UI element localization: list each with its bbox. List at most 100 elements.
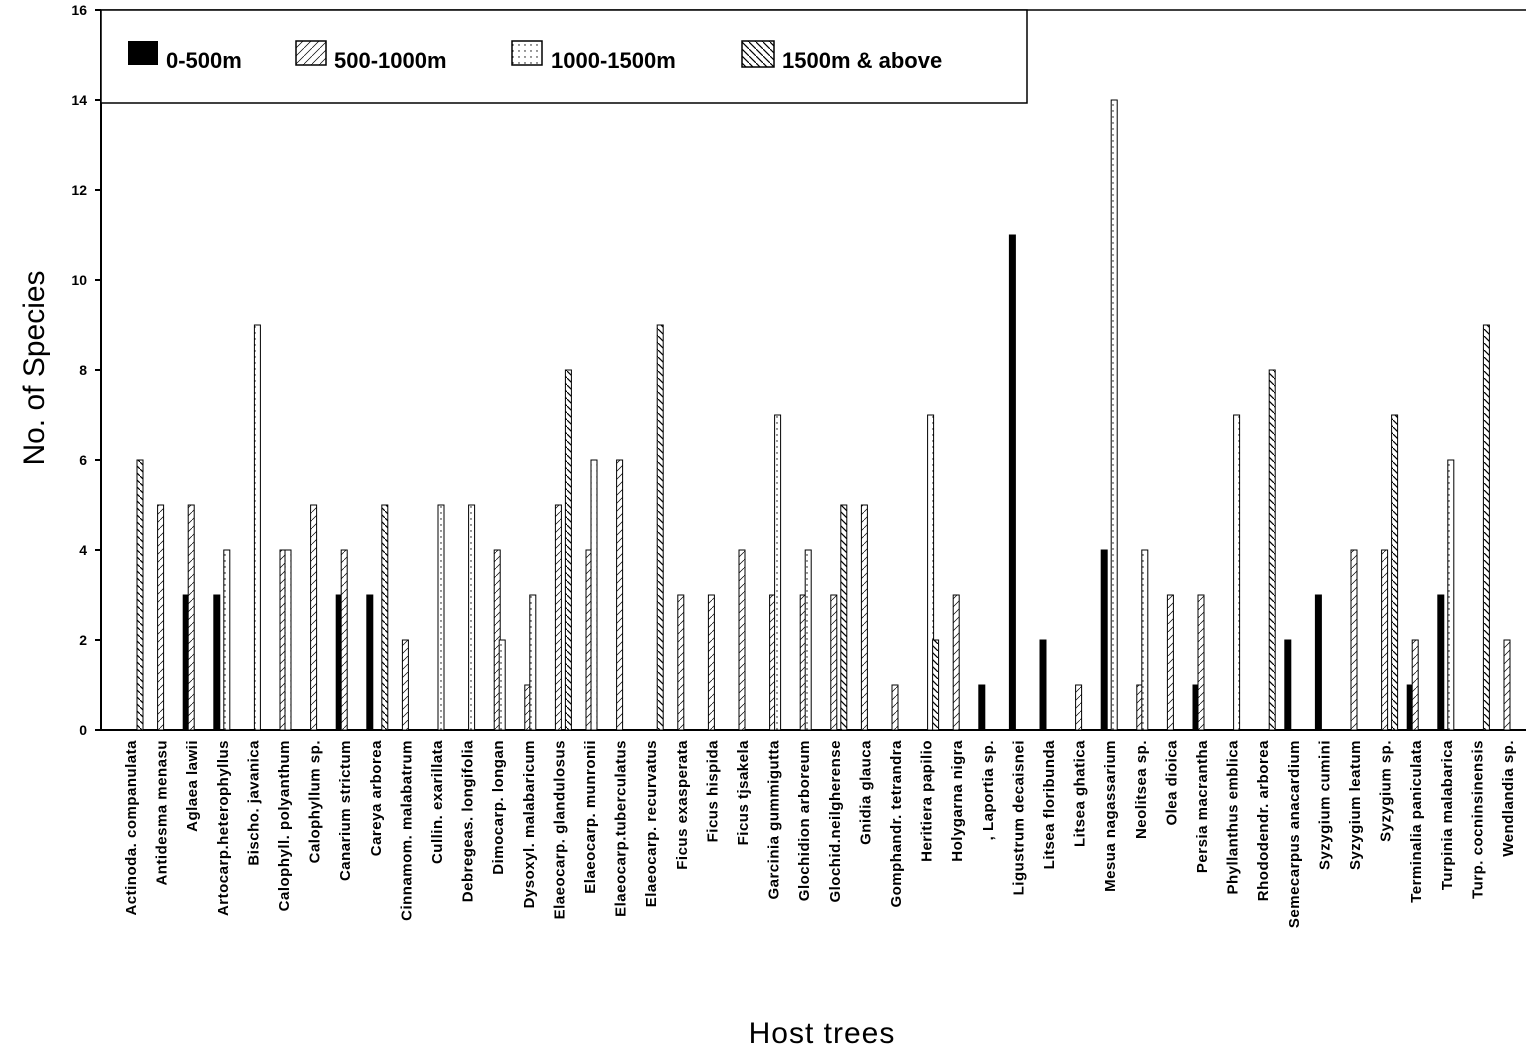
y-tick-label: 10 [71,272,87,288]
bar-1500m-above [1268,369,1276,731]
bar-0-500m [366,594,374,731]
y-axis-title: No. of Species [18,270,51,465]
bar-1000-1500m [253,324,261,731]
bar-1000-1500m [468,504,476,731]
bar-500-1000m [952,594,960,731]
x-tick-label: Persia macrantha [1194,740,1211,873]
x-tick-label: Wendlandia sp. [1500,740,1517,857]
y-tick-label: 12 [71,182,87,198]
bar-500-1000m [677,594,685,731]
legend-label-1000-1500m: 1000-1500m [551,48,676,73]
x-tick-label: Canarium strictum [337,740,354,881]
bar-500-1000m [1197,594,1205,731]
legend-swatch-0-500m [128,41,158,65]
legend-label-500-1000m: 500-1000m [334,48,447,73]
bar-1000-1500m [804,549,812,731]
x-tick-label: Artocarp.heterophyllus [215,740,232,916]
bar-1000-1500m [223,549,231,731]
y-tick-label: 2 [79,632,87,648]
x-tick-label: Calophyll. polyanthum [276,740,293,911]
bar-500-1000m [707,594,715,731]
x-tick-label: Garcinia gummigutta [766,740,783,900]
bar-1000-1500m [1110,99,1118,731]
bar-500-1000m [1075,684,1083,731]
bar-1500m-above [1482,324,1490,731]
x-tick-label: Cullin. exarillata [429,740,446,864]
y-tick-label: 14 [71,92,87,108]
bar-1000-1500m [1447,459,1455,731]
bar-500-1000m [1411,639,1419,731]
bar-0-500m [1039,639,1047,731]
bar-0-500m [978,684,986,731]
bar-1000-1500m [1141,549,1149,731]
x-tick-label: Gnidia glauca [857,740,874,845]
bar-0-500m [1314,594,1322,731]
legend-swatch-500-1000m [295,40,327,66]
x-tick-label: Ficus hispida [704,740,721,843]
x-axis-title: Host trees [749,1017,896,1050]
x-tick-label: Actinoda. companulata [123,740,140,916]
bar-1000-1500m [437,504,445,731]
bar-0-500m [213,594,221,731]
x-tick-label: Dimocarp. longan [490,740,507,875]
y-tick-label: 16 [71,2,87,18]
bar-1500m-above [136,459,144,731]
x-tick-label: Turp. cocninsinensis [1469,740,1486,899]
bar-500-1000m [891,684,899,731]
x-tick-label: Glochidion arboreum [796,740,813,901]
bar-1000-1500m [1233,414,1241,731]
x-tick-label: Neolitsea sp. [1133,740,1150,839]
x-tick-label: Ligustrum decaisnei [1010,740,1027,895]
x-tick-label: Litsea ghatica [1072,740,1089,847]
bar-1500m-above [840,504,848,731]
bar-500-1000m [340,549,348,731]
bar-500-1000m [1350,549,1358,731]
x-tick-label: Mesua nagassarium [1102,740,1119,892]
bar-1500m-above [656,324,664,731]
legend-swatch-1000-1500m [511,40,543,66]
x-tick-label: Terminalia paniculata [1408,740,1425,903]
x-tick-label: Aglaea lawii [184,740,201,832]
bar-500-1000m [1503,639,1511,731]
x-tick-label: Antidesma menasu [154,740,171,886]
bar-500-1000m [860,504,868,731]
x-tick-label: Calophyllum sp. [307,740,324,863]
x-tick-label: Phyllanthus emblica [1225,740,1242,895]
bar-1000-1500m [284,549,292,731]
legend-label-0-500m: 0-500m [166,48,242,73]
bar-500-1000m [830,594,838,731]
x-tick-label: Heritiera papilio [919,740,936,862]
x-tick-label: Dysoxyl. malabaricum [521,740,538,908]
bar-500-1000m [1166,594,1174,731]
bar-1000-1500m [774,414,782,731]
x-tick-label: Elaeocarp.tuberculatus [613,740,630,917]
bar-1000-1500m [927,414,935,731]
bar-1000-1500m [590,459,598,731]
y-axis: 0 2 4 6 8 10 12 14 16 [71,2,101,738]
x-tick-label: Bischo. javanica [245,740,262,866]
x-tick-label: , Laportia sp. [980,740,997,840]
bar-0-500m [1100,549,1108,731]
bar-1000-1500m [498,639,506,731]
bar-1500m-above [564,369,572,731]
bar-1500m-above [932,639,940,731]
x-tick-label: Syzygium cumini [1316,740,1333,870]
bar-500-1000m [187,504,195,731]
bar-500-1000m [401,639,409,731]
x-tick-label: Rhododendr. arborea [1255,740,1272,901]
y-tick-label: 0 [79,722,87,738]
bar-500-1000m [1381,549,1389,731]
x-tick-label: Olea dioica [1163,740,1180,826]
x-tick-label: Cinnamom. malabatrum [398,740,415,921]
x-tick-label: Semecarpus anacardium [1286,740,1303,928]
y-tick-label: 6 [79,452,87,468]
x-tick-label: Careya arborea [368,740,385,856]
legend-swatch-1500m-above [741,40,775,68]
bar-500-1000m [157,504,165,731]
legend: 0-500m 500-1000m 1000-1500m 1500m & abov… [100,9,1028,104]
bar-500-1000m [554,504,562,731]
x-tick-label: Elaeocarp. glandulosus [551,740,568,919]
x-tick-label: Litsea floribunda [1041,740,1058,870]
x-tick-label: Elaeocarp. recurvatus [643,740,660,907]
